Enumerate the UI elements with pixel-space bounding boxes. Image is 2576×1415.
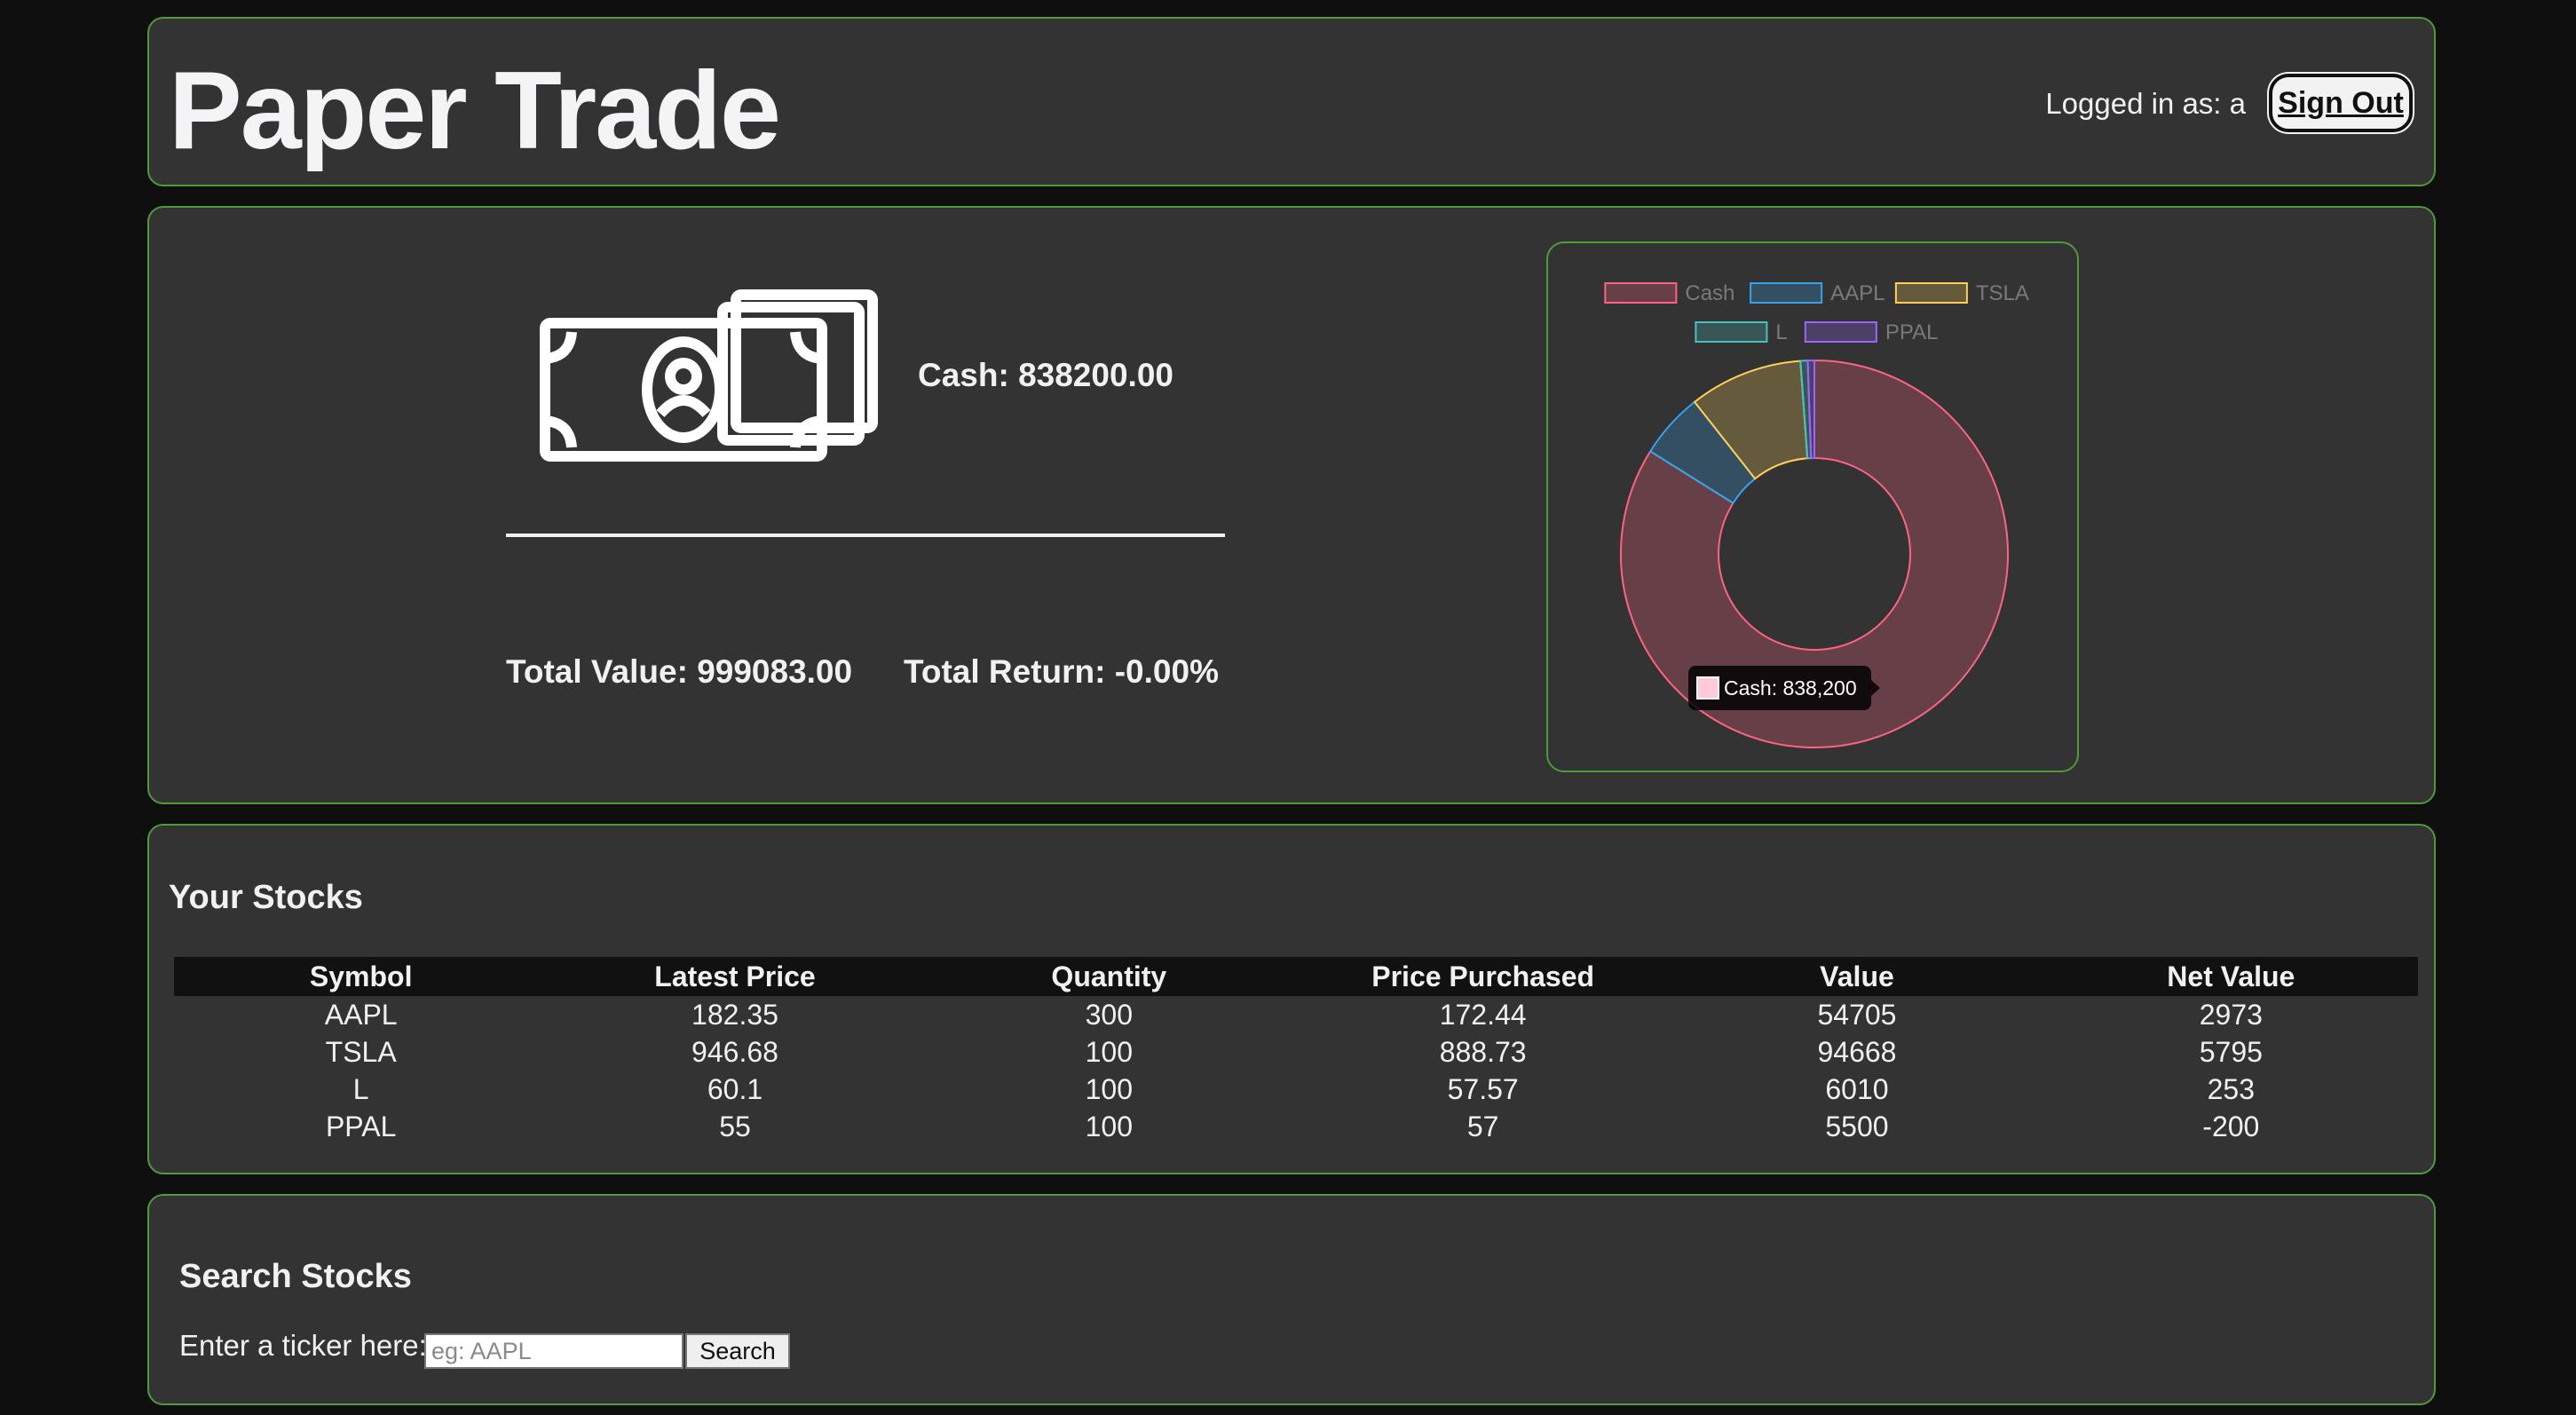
cell-net-value: 2973: [2199, 998, 2263, 1031]
legend-label: PPAL: [1885, 320, 1939, 344]
table-row: L 60.1 100 57.57 6010 253: [174, 1071, 2418, 1108]
legend-item-ppal[interactable]: PPAL: [1804, 320, 1939, 344]
slice-ppal[interactable]: [1806, 359, 1815, 460]
column-header: Quantity: [921, 957, 1296, 996]
cell-price-purchased: 888.73: [1439, 1035, 1527, 1068]
cell-net-value: 5795: [2199, 1035, 2263, 1068]
column-header: Net Value: [2043, 957, 2418, 996]
legend-item-aapl[interactable]: AAPL: [1750, 281, 1885, 305]
logged-in-text: Logged in as: a: [2045, 87, 2246, 120]
stocks-panel: Your Stocks Symbol Latest Price Quantity…: [147, 824, 2436, 1174]
search-button[interactable]: Search: [685, 1333, 790, 1369]
cell-net-value: 253: [2207, 1072, 2256, 1105]
cell-net-value: -200: [2202, 1110, 2260, 1142]
cell-price-purchased: 172.44: [1439, 998, 1527, 1031]
divider: [506, 534, 1225, 537]
cell-value: 94668: [1817, 1035, 1897, 1068]
total-return: Total Return: -0.00%: [904, 653, 1219, 690]
table-header-row: Symbol Latest Price Quantity Price Purch…: [174, 957, 2418, 996]
cell-latest-price: 182.35: [691, 998, 778, 1031]
cell-symbol: AAPL: [324, 998, 398, 1031]
column-header: Symbol: [174, 957, 549, 996]
cell-latest-price: 946.68: [691, 1035, 778, 1068]
portfolio-overview-panel: Cash: 838200.00 Total Value: 999083.00 T…: [147, 206, 2436, 804]
cell-price-purchased: 57.57: [1447, 1072, 1519, 1105]
money-bills-icon: [540, 289, 878, 462]
cell-latest-price: 55: [719, 1110, 751, 1142]
cell-value: 54705: [1817, 998, 1897, 1031]
allocation-chart: Cash AAPL TSLA L PPAL Cash: 838,200: [1546, 241, 2079, 772]
cell-value: 6010: [1825, 1072, 1889, 1105]
cell-quantity: 100: [1085, 1072, 1134, 1105]
cell-quantity: 300: [1085, 998, 1134, 1031]
cell-symbol: TSLA: [325, 1035, 397, 1068]
cell-symbol: PPAL: [325, 1110, 397, 1142]
ticker-input[interactable]: [424, 1333, 684, 1369]
app-title: Paper Trade: [169, 50, 781, 172]
cell-value: 5500: [1825, 1110, 1889, 1142]
column-header: Latest Price: [548, 957, 922, 996]
legend-item-cash[interactable]: Cash: [1604, 281, 1734, 305]
cell-quantity: 100: [1085, 1110, 1134, 1142]
legend-label: L: [1775, 320, 1787, 344]
tooltip-label: Cash: 838,200: [1724, 676, 1857, 700]
legend-label: TSLA: [1976, 281, 2029, 305]
header-panel: Paper Trade Logged in as: a Sign Out: [147, 17, 2436, 186]
allocation-doughnut-chart: Cash AAPL TSLA L PPAL Cash: 838,200: [1604, 281, 2029, 748]
column-header: Price Purchased: [1295, 957, 1671, 996]
table-row: PPAL 55 100 57 5500 -200: [174, 1108, 2418, 1145]
slice-cash[interactable]: [1620, 359, 2009, 748]
table-row: TSLA 946.68 100 888.73 94668 5795: [174, 1033, 2418, 1071]
chart-tooltip: Cash: 838,200: [1688, 666, 1880, 710]
your-stocks-title: Your Stocks: [169, 879, 363, 916]
tooltip-swatch: [1696, 676, 1719, 700]
legend-label: AAPL: [1830, 281, 1885, 305]
total-value: Total Value: 999083.00: [506, 653, 853, 690]
column-header: Value: [1670, 957, 2044, 996]
search-panel: Search Stocks Enter a ticker here: Searc…: [147, 1194, 2436, 1405]
cell-price-purchased: 57: [1466, 1110, 1499, 1142]
sign-out-button[interactable]: Sign Out: [2269, 74, 2413, 132]
legend-label: Cash: [1685, 281, 1734, 305]
cash-balance: Cash: 838200.00: [918, 357, 1173, 393]
cell-latest-price: 60.1: [707, 1072, 763, 1105]
legend-item-l[interactable]: L: [1695, 320, 1788, 344]
table-row: AAPL 182.35 300 172.44 54705 2973: [174, 996, 2418, 1033]
ticker-label: Enter a ticker here:: [179, 1329, 427, 1362]
cell-quantity: 100: [1085, 1035, 1134, 1068]
legend-item-tsla[interactable]: TSLA: [1894, 281, 2029, 305]
search-stocks-title: Search Stocks: [179, 1258, 412, 1295]
stocks-table: Symbol Latest Price Quantity Price Purch…: [174, 957, 2418, 1145]
cell-symbol: L: [352, 1072, 369, 1105]
